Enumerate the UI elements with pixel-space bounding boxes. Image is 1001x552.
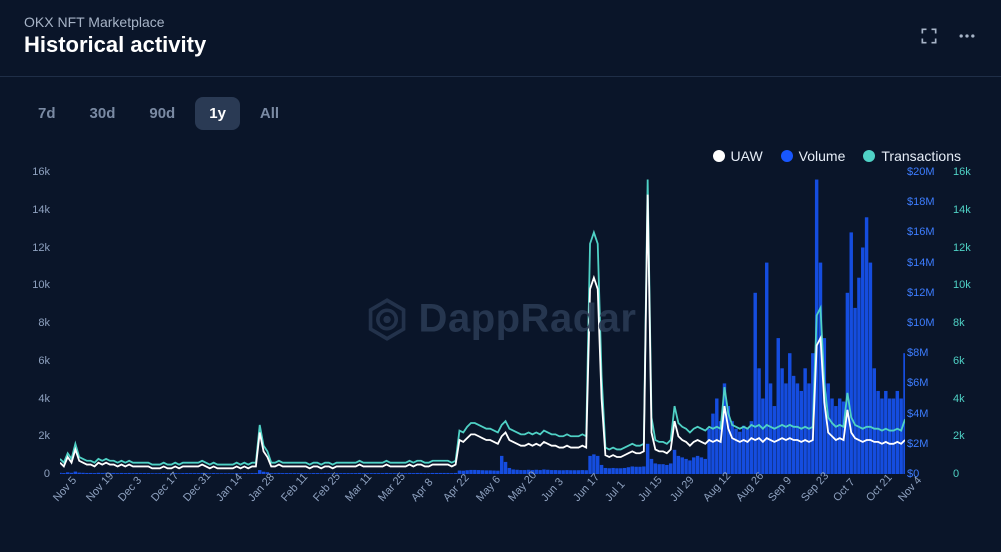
y-tick: 2k [10,430,56,442]
legend-label: UAW [731,148,763,164]
x-tick: Apr 8 [409,476,436,504]
legend-label: Transactions [881,148,961,164]
y-tick: $10M [907,317,949,329]
y-axis-right-volume: $0$2M$4M$6M$8M$10M$12M$14M$16M$18M$20M [907,172,949,474]
legend-swatch [781,150,793,162]
x-tick: Jun 3 [539,476,566,504]
chart: 02k4k6k8k10k12k14k16k $0$2M$4M$6M$8M$10M… [10,172,991,522]
page-title: Historical activity [24,32,206,58]
x-tick: Feb 25 [311,471,343,504]
y-tick: $12M [907,287,949,299]
y-tick: $8M [907,347,949,359]
y-tick: $20M [907,166,949,178]
x-tick: Sep 9 [766,475,794,504]
legend-item-uaw[interactable]: UAW [713,148,763,164]
y-tick: 0 [10,468,56,480]
y-tick: 8k [10,317,56,329]
x-tick: Mar 11 [344,471,375,504]
y-tick: $4M [907,408,949,420]
legend-swatch [713,150,725,162]
y-tick: 0 [953,468,991,480]
header: OKX NFT Marketplace Historical activity [0,0,1001,58]
x-tick: Nov 4 [896,475,924,504]
y-tick: 4k [10,393,56,405]
x-tick: Mar 25 [376,471,408,504]
x-tick: Aug 26 [734,470,766,504]
x-tick: Aug 12 [701,470,733,504]
header-actions [919,26,977,51]
x-tick: Apr 22 [441,472,472,504]
y-tick: 16k [10,166,56,178]
range-7d[interactable]: 7d [24,97,70,130]
x-tick: Dec 31 [181,470,213,504]
legend-swatch [863,150,875,162]
x-tick: Oct 21 [864,472,895,504]
y-tick: 10k [953,279,991,291]
y-tick: 4k [953,393,991,405]
more-icon[interactable] [957,26,977,51]
legend: UAW Volume Transactions [0,130,1001,164]
y-tick: $16M [907,226,949,238]
fullscreen-icon[interactable] [919,26,939,51]
y-tick: 8k [953,317,991,329]
y-tick: 12k [10,242,56,254]
y-tick: 10k [10,279,56,291]
y-tick: $18M [907,196,949,208]
x-tick: Sep 23 [799,470,831,504]
legend-item-transactions[interactable]: Transactions [863,148,961,164]
y-tick: 12k [953,242,991,254]
x-tick: Nov 19 [84,470,116,504]
y-axis-right-txn: 02k4k6k8k10k12k14k16k [953,172,991,474]
y-tick: $14M [907,257,949,269]
y-axis-left: 02k4k6k8k10k12k14k16k [10,172,56,474]
range-30d[interactable]: 30d [76,97,130,130]
x-tick: Jul 29 [669,474,698,504]
x-tick: Oct 7 [831,476,858,504]
y-tick: 2k [953,430,991,442]
x-tick: Jun 17 [571,471,602,504]
y-tick: 14k [10,204,56,216]
x-tick: Jul 1 [604,479,628,504]
title-block: OKX NFT Marketplace Historical activity [24,14,206,58]
plot-area [60,172,905,474]
x-tick: Jan 14 [214,471,245,504]
x-tick: Dec 17 [149,470,181,504]
range-all[interactable]: All [246,97,293,130]
legend-item-volume[interactable]: Volume [781,148,846,164]
y-tick: 14k [953,204,991,216]
x-tick: May 6 [474,474,503,504]
y-tick: 6k [10,355,56,367]
y-tick: 16k [953,166,991,178]
range-1y[interactable]: 1y [195,97,240,130]
range-90d[interactable]: 90d [135,97,189,130]
x-tick: Jul 15 [636,474,665,504]
x-axis: Nov 5Nov 19Dec 3Dec 17Dec 31Jan 14Jan 28… [60,474,905,522]
x-tick: May 20 [506,469,539,504]
legend-label: Volume [799,148,846,164]
x-tick: Jan 28 [246,471,277,504]
y-tick: 6k [953,355,991,367]
x-tick: Dec 3 [116,475,144,504]
y-tick: $2M [907,438,949,450]
range-selector: 7d30d90d1yAll [0,77,1001,130]
y-tick: $6M [907,377,949,389]
page-subtitle: OKX NFT Marketplace [24,14,206,30]
x-tick: Feb 11 [279,471,310,504]
